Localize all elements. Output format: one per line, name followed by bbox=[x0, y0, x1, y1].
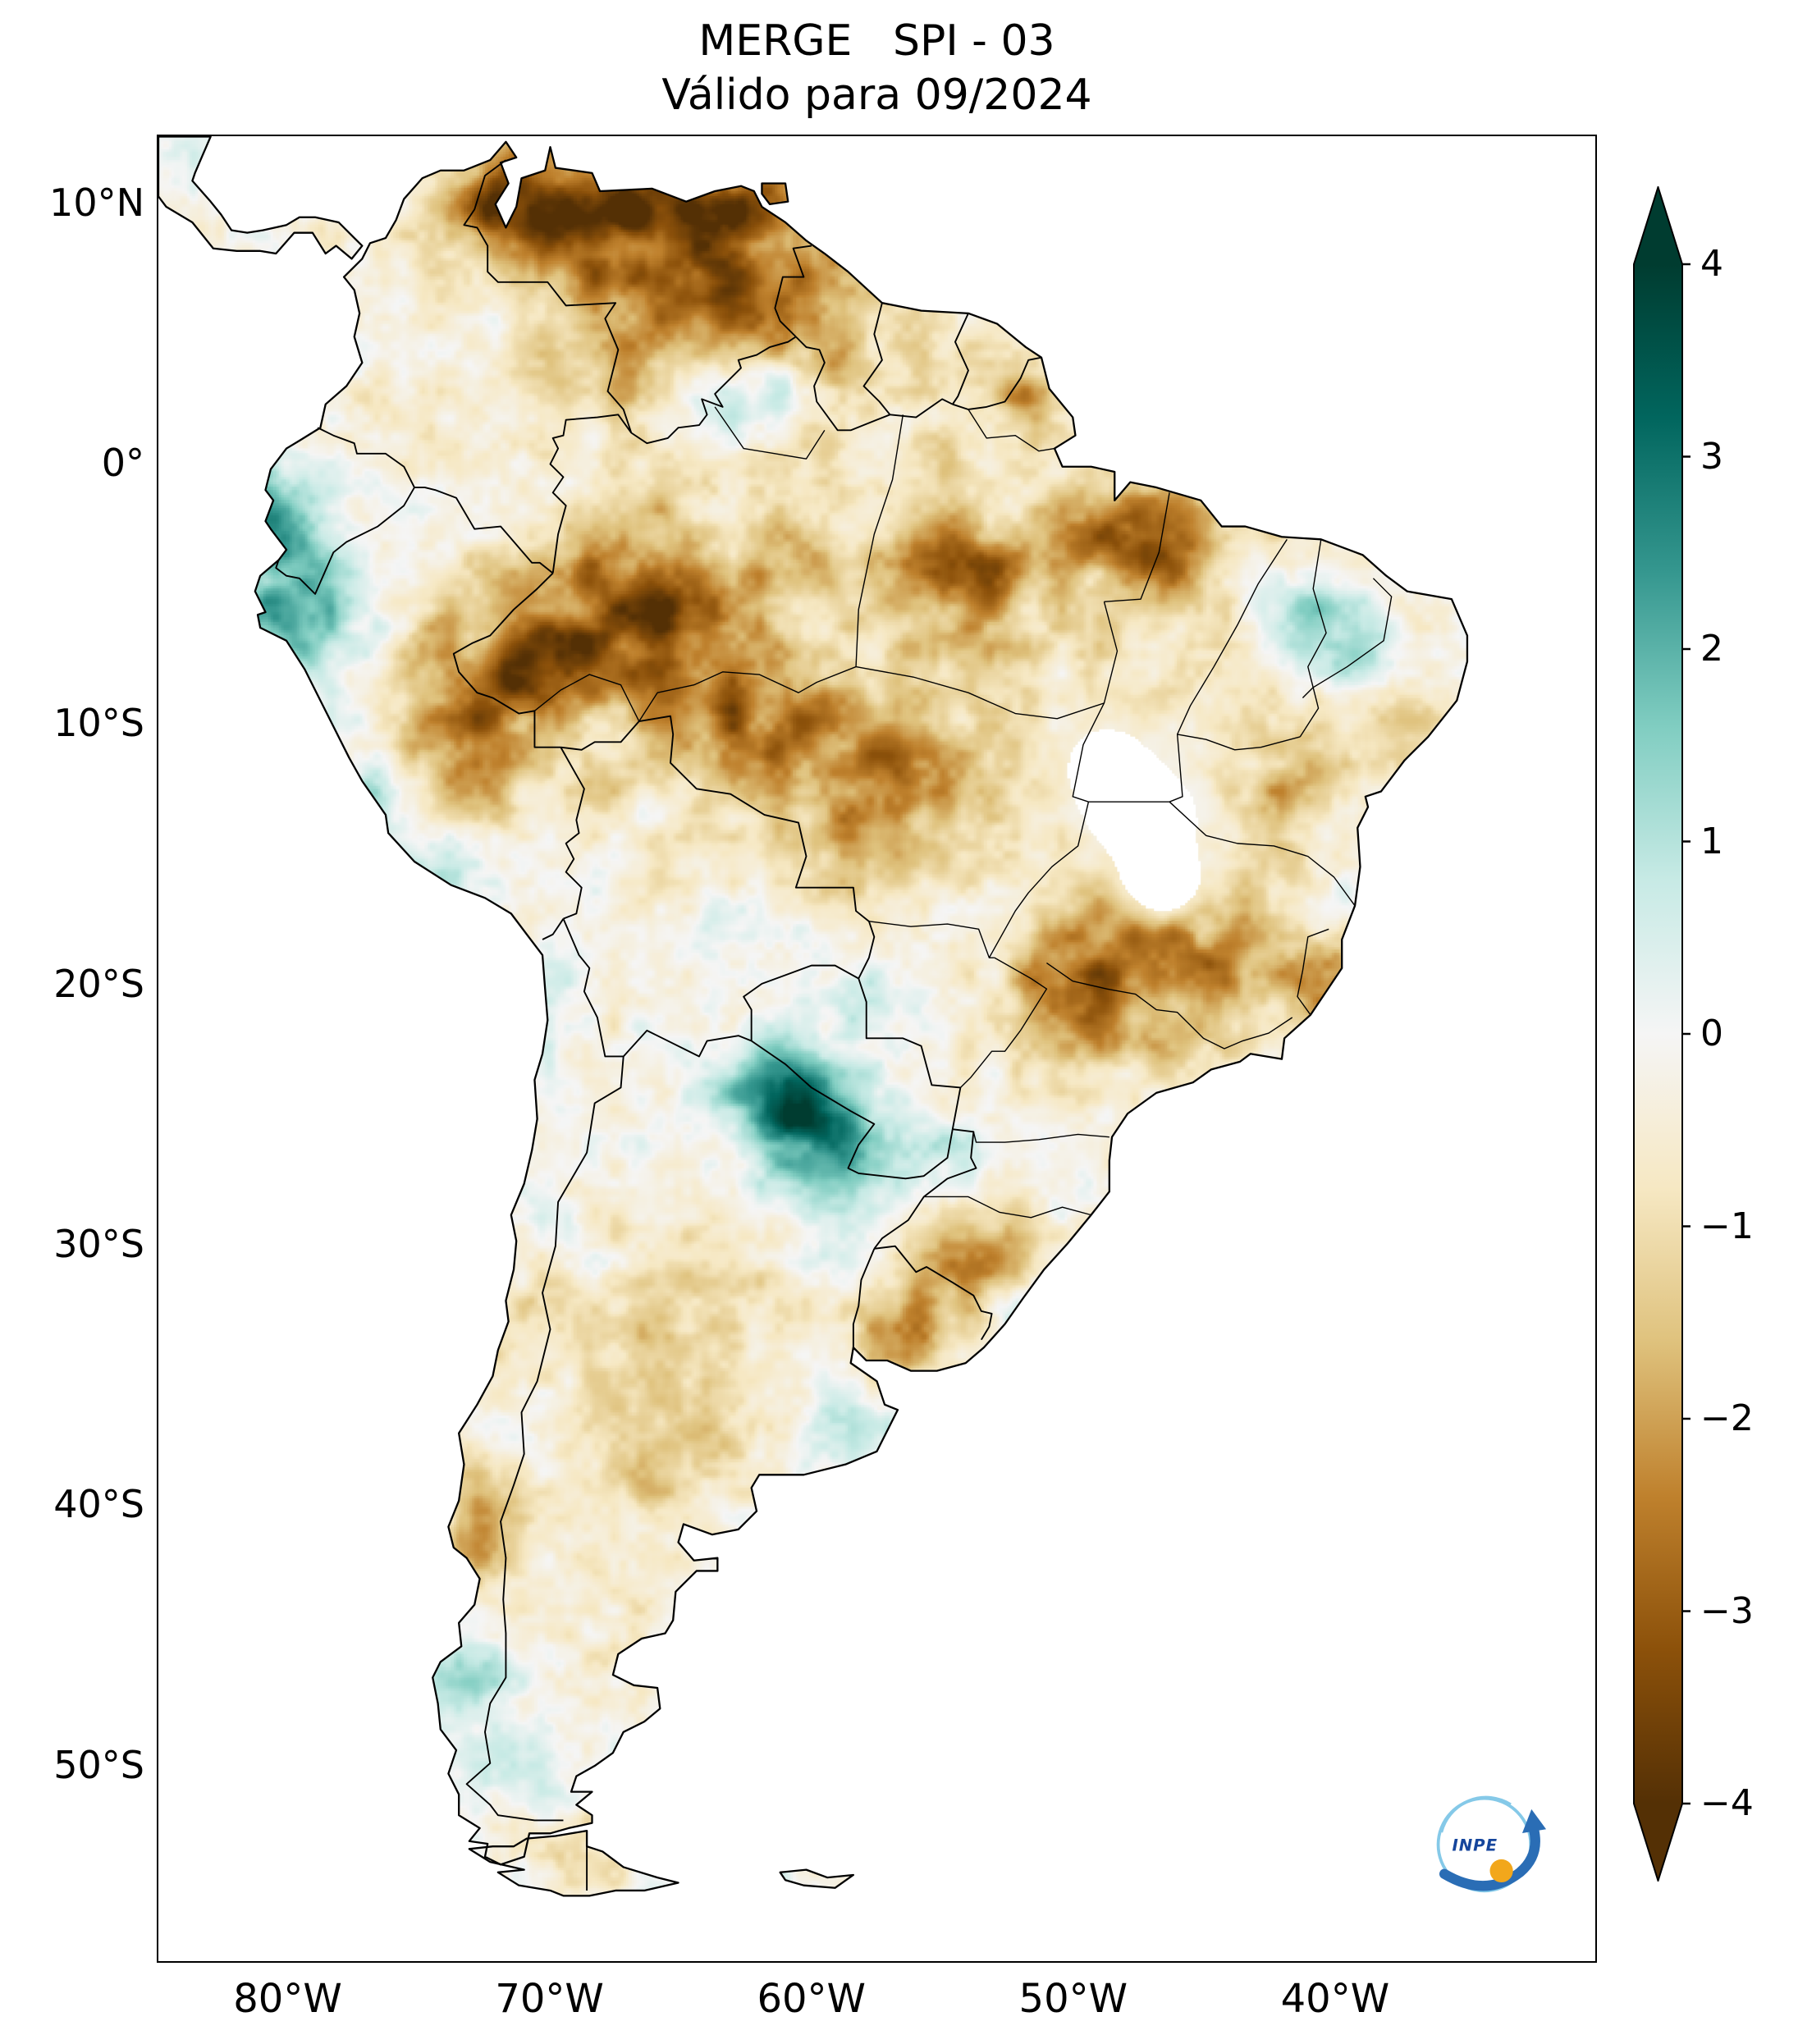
colorbar-tick-label: 2 bbox=[1700, 628, 1723, 670]
country-border-col-per bbox=[414, 487, 554, 574]
figure-title: MERGE SPI - 03 bbox=[698, 16, 1055, 66]
spi-raster bbox=[158, 136, 1595, 1961]
colorbar-tick-label: −1 bbox=[1700, 1205, 1754, 1247]
state-border-15 bbox=[923, 1196, 1091, 1219]
lat-tick-label: 20°S bbox=[53, 961, 144, 1006]
inpe-logo-orange-dot bbox=[1489, 1859, 1513, 1883]
state-border-4 bbox=[1072, 601, 1119, 803]
state-border-14 bbox=[972, 1132, 1109, 1143]
lon-tick-label: 60°W bbox=[757, 1976, 866, 2022]
state-border-2 bbox=[968, 409, 1055, 452]
country-border-bra-ven bbox=[630, 336, 797, 445]
state-border-16 bbox=[1297, 928, 1329, 1016]
colorbar bbox=[1633, 186, 1690, 1882]
lat-tick-label: 40°S bbox=[53, 1482, 144, 1527]
country-border-ecu-per bbox=[275, 487, 415, 595]
country-border-sur-bra bbox=[890, 398, 954, 418]
state-border-18 bbox=[1177, 734, 1301, 751]
country-border-per-bol bbox=[560, 747, 585, 920]
state-border-1 bbox=[714, 406, 826, 460]
colorbar-tick-label: 3 bbox=[1700, 435, 1723, 478]
country-border-guy-sur bbox=[862, 302, 891, 415]
lon-tick-label: 70°W bbox=[495, 1976, 604, 2022]
country-border-per-chi bbox=[542, 918, 565, 940]
figure-subtitle: Válido para 09/2024 bbox=[661, 71, 1092, 120]
colorbar-tick-label: −3 bbox=[1700, 1589, 1754, 1632]
inpe-logo-swirl bbox=[1439, 1795, 1512, 1833]
inpe-logo-arrow bbox=[1439, 1824, 1540, 1891]
colorbar-tick-label: 1 bbox=[1700, 820, 1723, 862]
country-border-per-bra bbox=[452, 572, 561, 748]
inpe-logo-arrowhead bbox=[1521, 1809, 1547, 1833]
state-border-0 bbox=[855, 414, 904, 667]
lon-tick-label: 40°W bbox=[1280, 1976, 1390, 2022]
country-border-col-bra bbox=[549, 414, 633, 574]
country-border-col-ecu bbox=[317, 427, 415, 488]
state-border-7 bbox=[1299, 539, 1327, 738]
country-border-arg-uru bbox=[852, 1248, 876, 1348]
coastline-south-america-mainland bbox=[254, 140, 1469, 1866]
state-border-5 bbox=[1104, 492, 1170, 603]
lat-tick-label: 10°N bbox=[49, 180, 144, 225]
inpe-logo-text: INPE bbox=[1452, 1836, 1498, 1855]
lat-tick-label: 10°S bbox=[53, 701, 144, 746]
inpe-logo: INPE bbox=[1436, 1795, 1547, 1893]
country-border-chi-bol bbox=[562, 918, 624, 1058]
colorbar-tick-label: −2 bbox=[1700, 1397, 1754, 1439]
state-border-9 bbox=[1169, 801, 1356, 907]
state-border-3 bbox=[855, 665, 1105, 720]
lon-tick-label: 50°W bbox=[1018, 1976, 1128, 2022]
country-border-chi-arg bbox=[465, 1056, 624, 1822]
country-border-bol-par bbox=[743, 964, 859, 1041]
coastline-south-island bbox=[779, 1868, 855, 1889]
colorbar-tick-label: −4 bbox=[1700, 1782, 1754, 1824]
colorbar-gradient-bar bbox=[1633, 186, 1683, 1882]
coastline-tierra-del-fuego bbox=[468, 1829, 679, 1897]
state-border-20 bbox=[534, 674, 640, 722]
map-frame: INPE bbox=[157, 135, 1597, 1963]
lat-tick-label: 0° bbox=[101, 440, 144, 485]
colorbar-tick-label: 4 bbox=[1700, 243, 1723, 285]
state-border-19 bbox=[638, 665, 857, 722]
country-border-bra-uru bbox=[874, 1245, 993, 1341]
lon-tick-label: 80°W bbox=[233, 1976, 342, 2022]
borders-overlay bbox=[158, 136, 1469, 1897]
country-border-ven-col bbox=[463, 159, 633, 433]
state-border-17 bbox=[988, 802, 1090, 958]
country-border-par-arg bbox=[751, 1040, 954, 1180]
colorbar-tick-label: 0 bbox=[1700, 1013, 1723, 1054]
country-border-guy-bra bbox=[795, 336, 890, 432]
state-border-12 bbox=[868, 921, 995, 958]
state-border-13 bbox=[959, 957, 1048, 1088]
lat-tick-label: 30°S bbox=[53, 1222, 144, 1267]
state-border-8 bbox=[1302, 578, 1393, 698]
country-border-sur-fra bbox=[952, 313, 969, 405]
country-border-guy-ven bbox=[774, 245, 812, 338]
country-border-bol-arg bbox=[623, 1029, 753, 1058]
state-border-11 bbox=[1046, 962, 1293, 1049]
state-border-6 bbox=[1169, 538, 1288, 803]
lat-tick-label: 50°S bbox=[53, 1742, 144, 1787]
coastline-trinidad bbox=[761, 182, 789, 205]
country-border-par-bra bbox=[858, 978, 962, 1130]
country-border-bol-bra bbox=[560, 715, 876, 979]
coastline-central-america bbox=[158, 136, 364, 260]
country-border-bra-arg bbox=[873, 1128, 977, 1250]
